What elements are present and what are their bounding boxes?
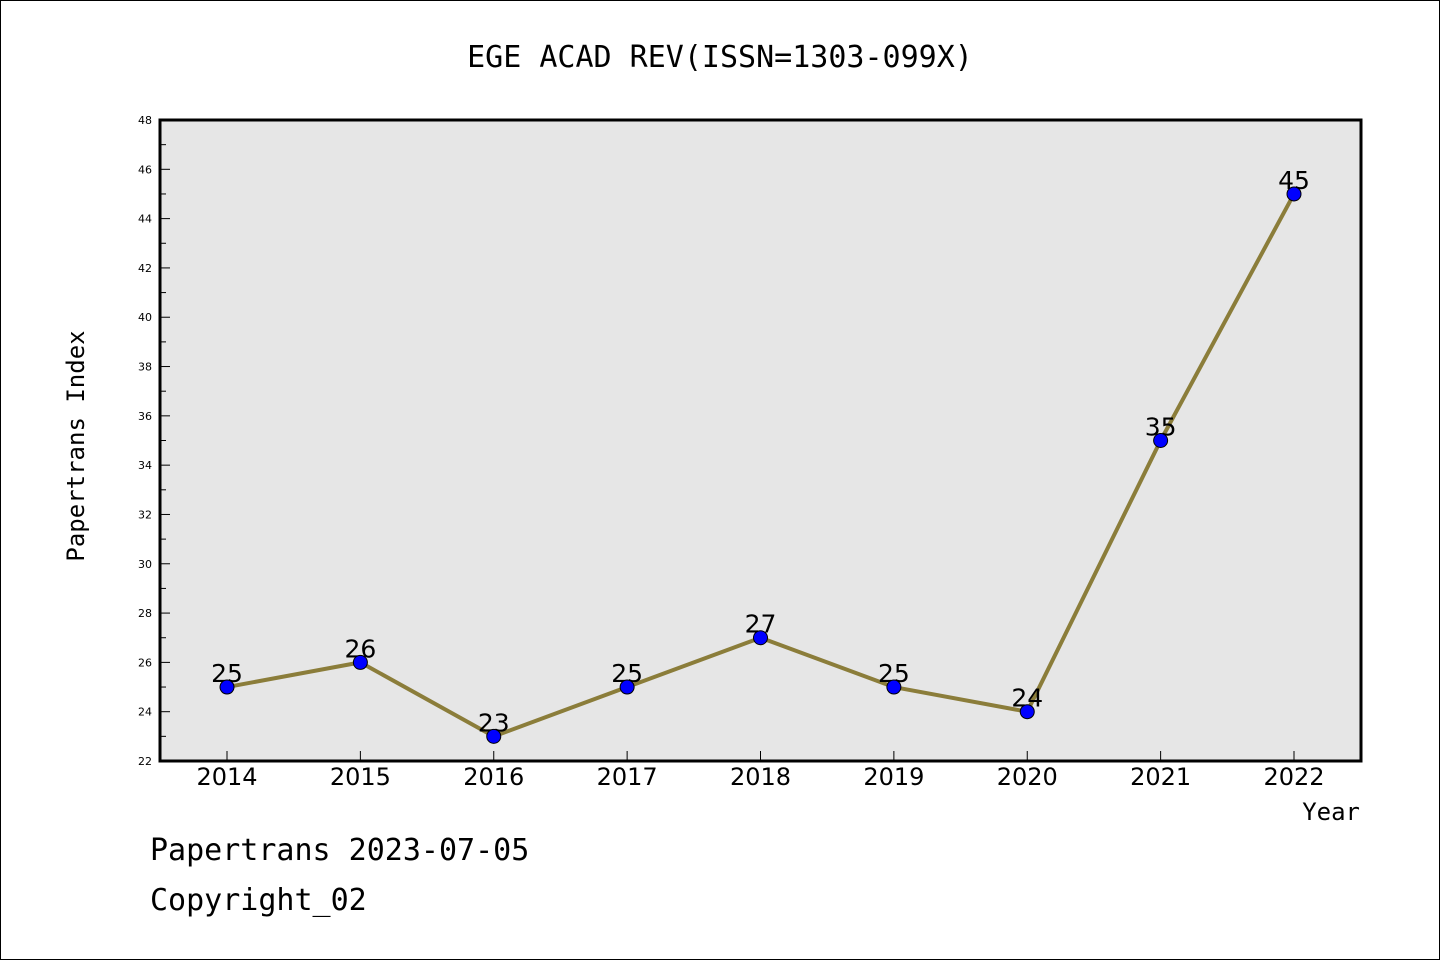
x-tick-label: 2021	[1130, 763, 1191, 791]
y-axis-title: Papertrans Index	[62, 330, 90, 561]
x-tick-label: 2019	[863, 763, 924, 791]
y-tick-label: 46	[138, 163, 152, 176]
y-tick-label: 36	[138, 410, 152, 423]
x-tick-label: 2022	[1263, 763, 1324, 791]
footer-date-line: Papertrans 2023-07-05	[150, 833, 530, 868]
data-point-marker	[352, 654, 368, 670]
y-tick-label: 44	[138, 213, 152, 226]
y-tick-label: 48	[138, 114, 152, 127]
y-tick-label: 22	[138, 755, 152, 768]
y-tick-label: 38	[138, 361, 152, 374]
y-tick-label: 26	[138, 656, 152, 669]
x-tick-label: 2017	[597, 763, 658, 791]
x-tick-label: 2016	[463, 763, 524, 791]
y-tick-label: 28	[138, 607, 152, 620]
x-tick-label: 2015	[330, 763, 391, 791]
y-tick-label: 42	[138, 262, 152, 275]
data-point-marker	[1153, 433, 1169, 448]
y-tick-label: 24	[138, 706, 152, 719]
chart-title: EGE ACAD REV(ISSN=1303-099X)	[467, 40, 973, 75]
data-point-marker	[486, 728, 502, 744]
data-point-marker	[219, 679, 235, 695]
data-point-marker	[1019, 704, 1035, 720]
x-tick-label: 2014	[196, 763, 257, 791]
y-tick-label: 34	[138, 459, 152, 472]
x-tick-label: 2020	[997, 763, 1058, 791]
y-axis: 22 24 26 28 30 32 34 36 38 40 42 44 46 48	[138, 114, 170, 768]
data-point-marker	[1286, 186, 1302, 202]
x-axis-title: Year	[1302, 798, 1360, 826]
y-tick-label: 30	[138, 558, 152, 571]
data-point-marker	[619, 679, 635, 695]
data-point-marker	[753, 630, 768, 646]
y-tick-label: 40	[138, 311, 152, 324]
y-tick-label: 32	[138, 508, 152, 521]
x-tick-label: 2018	[730, 763, 791, 791]
footer-copyright-line: Copyright_02	[150, 883, 367, 918]
x-axis: 2014 2015 2016 2017 2018 2019 2020 2021 2022	[196, 751, 1325, 791]
data-point-marker	[886, 679, 902, 695]
